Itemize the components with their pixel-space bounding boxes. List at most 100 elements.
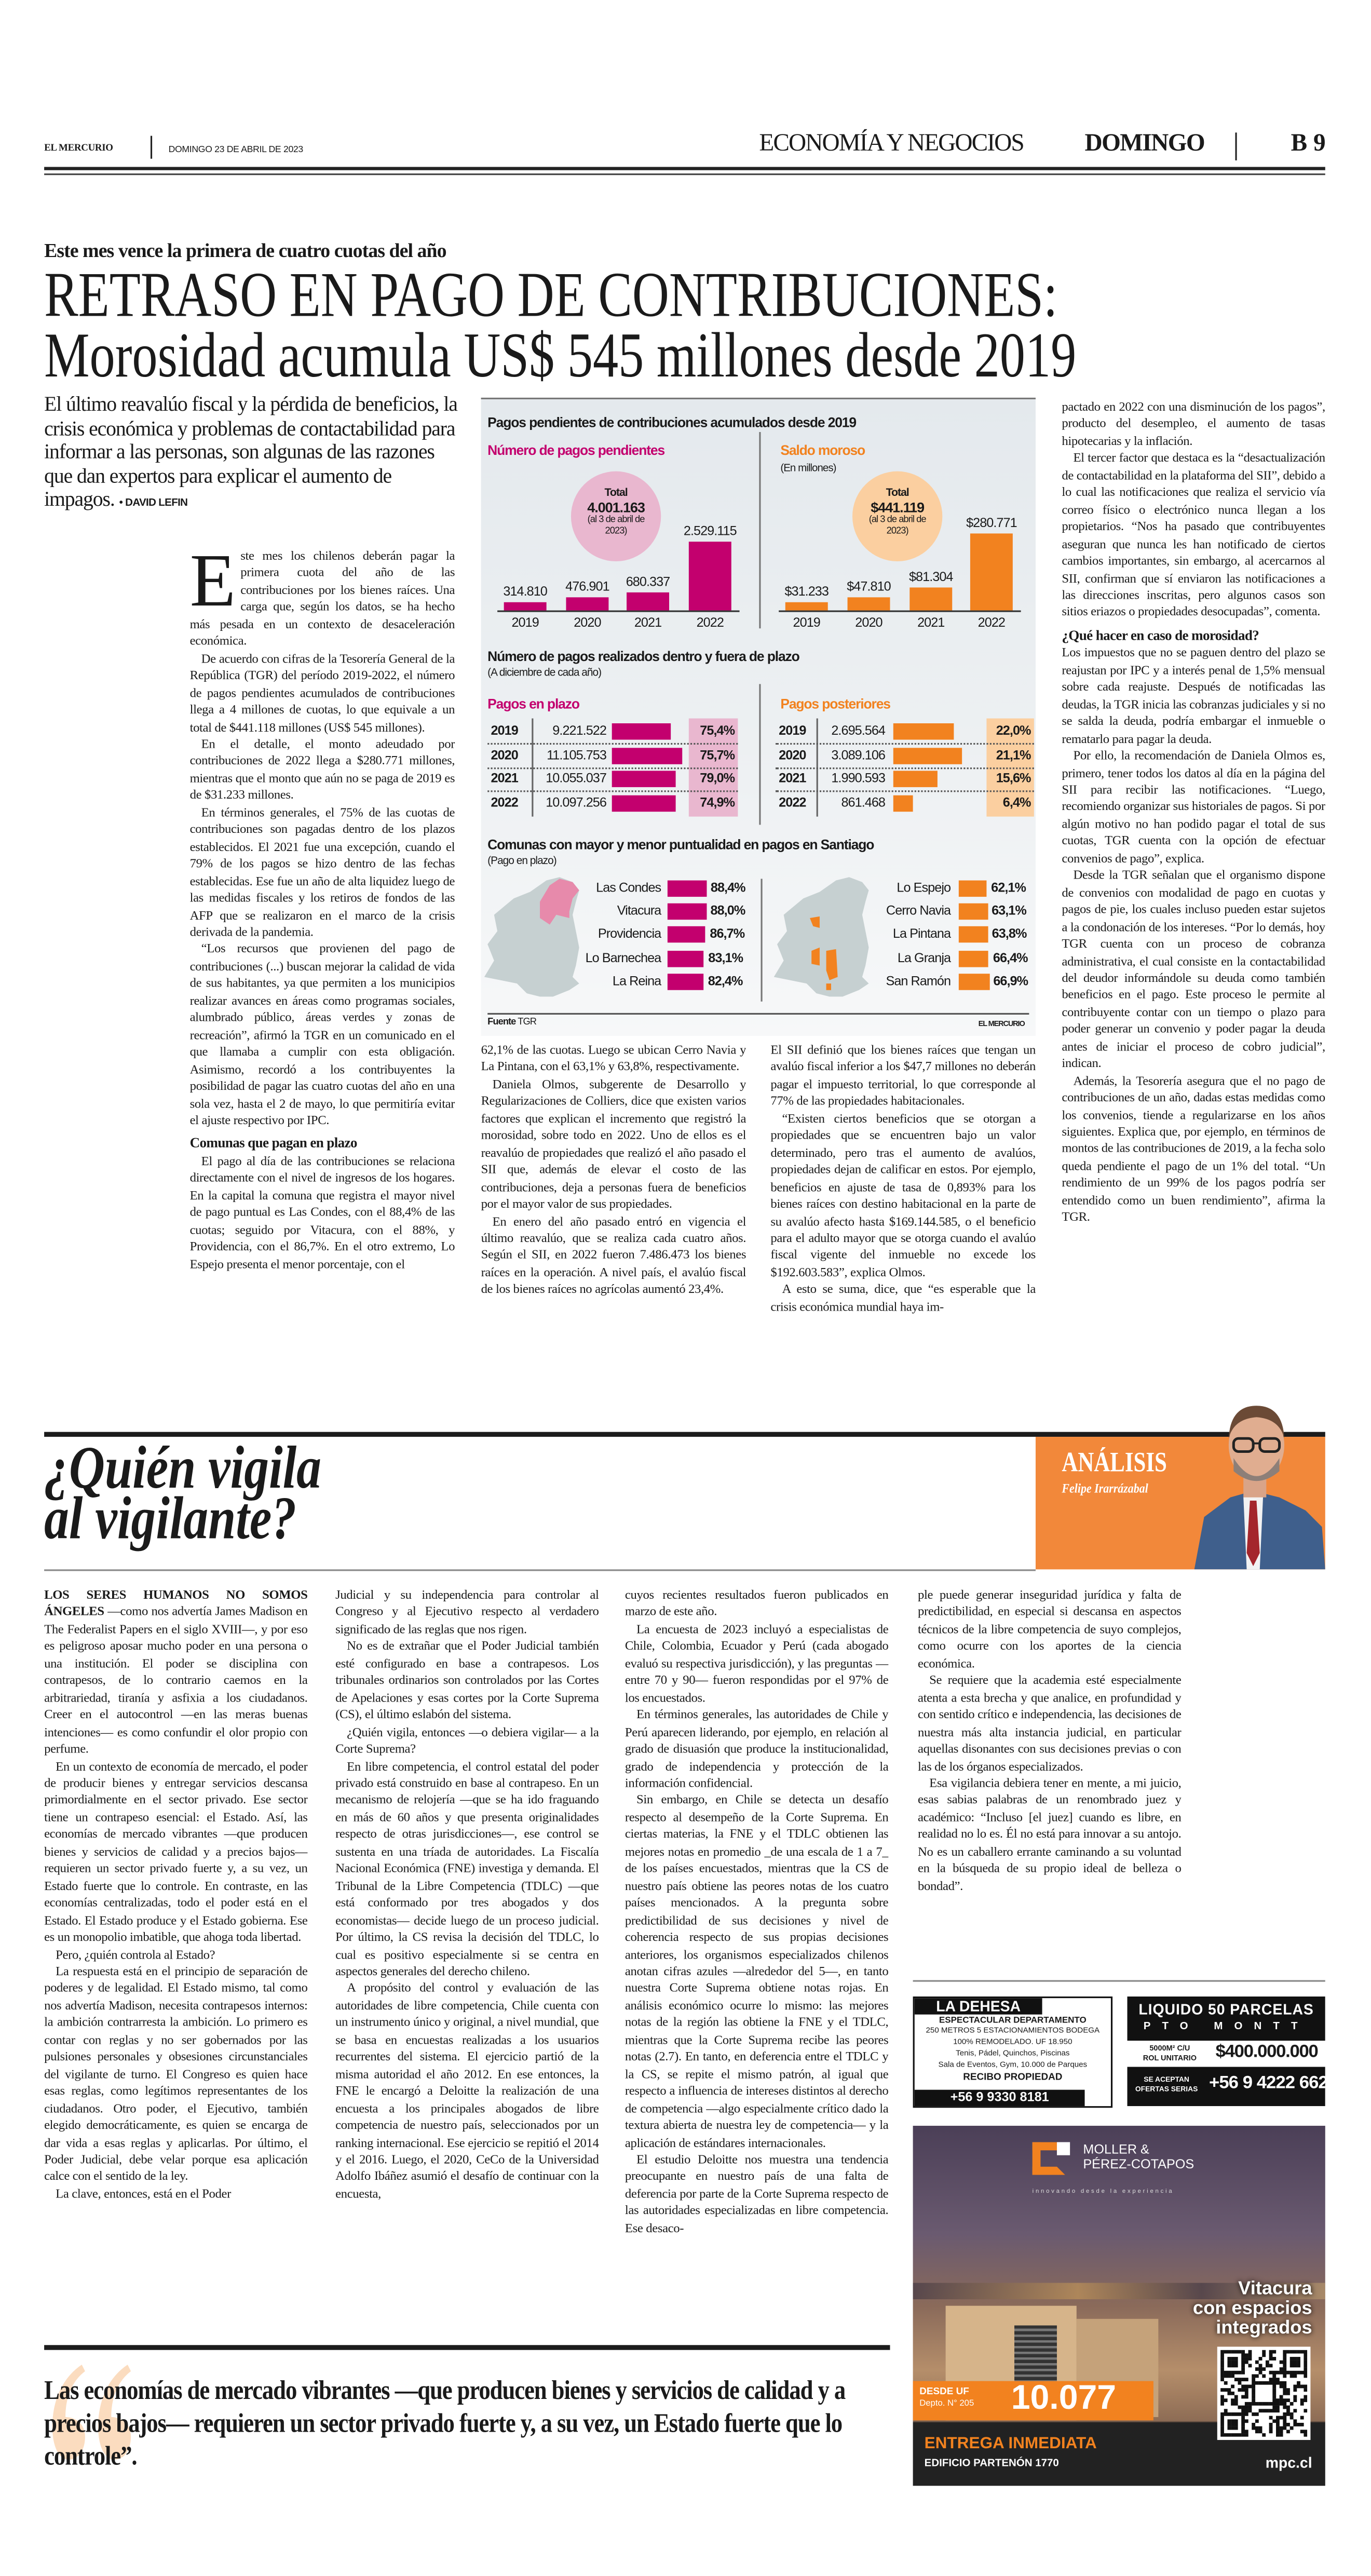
masthead: EL MERCURIO xyxy=(44,144,113,154)
paragraph: En un contexto de economía de mercado, e… xyxy=(44,1758,308,1945)
paragraph: Además, la Tesorería asegura que el no p… xyxy=(1062,1073,1325,1225)
quote-rule xyxy=(44,2345,890,2350)
ad-line: RECIBO PROPIEDAD xyxy=(963,2073,1063,2083)
header-rule xyxy=(44,167,1325,170)
ad-moller-perez-cotapos[interactable]: MOLLER & PÉREZ-COTAPOS innovando desde l… xyxy=(913,2125,1325,2486)
byline: • DAVID LEFIN xyxy=(119,497,188,509)
paragraph: ¿Quién vigila, entonces —o debiera vigil… xyxy=(335,1724,599,1756)
ad-line: Sala de Eventos, Gym, 10.000 de Parques xyxy=(938,2062,1088,2070)
subheading: Comunas que pagan en plazo xyxy=(189,1135,358,1151)
infographic xyxy=(481,397,1036,1036)
paragraph: Desde la TGR señalan que el organismo di… xyxy=(1062,868,1325,1071)
header-bottom-rule xyxy=(44,1568,1036,1570)
ad-title: LA DEHESA xyxy=(914,1998,1042,2015)
author-name: Felipe Irarrázabal xyxy=(1062,1481,1163,1495)
qr-code[interactable] xyxy=(1217,2346,1311,2440)
paragraph: cuyos recientes resultados fueron public… xyxy=(625,1587,889,1620)
divider xyxy=(150,136,152,159)
ad-line: 250 METROS 5 ESTACIONAMIENTOS BODEGA xyxy=(926,2027,1100,2036)
author-photo xyxy=(1194,1406,1325,1570)
ad-unit: Depto. N° 205 xyxy=(919,2399,974,2409)
ad-phone: +56 9 9330 8181 xyxy=(914,2089,1085,2107)
paragraph: En términos generales, las autoridades d… xyxy=(625,1707,889,1790)
paragraph: Judicial y su independencia para control… xyxy=(335,1587,599,1637)
headline-line-1: ¿Quién vigila xyxy=(44,1435,321,1503)
mpc-logo-icon xyxy=(1032,2142,1065,2175)
headline-line-2: Morosidad acumula US$ 545 millones desde… xyxy=(44,320,1077,392)
paragraph: No es de extrañar que el Poder Judicial … xyxy=(335,1638,599,1722)
section-rule xyxy=(44,1432,1325,1437)
kicker: Este mes vence la primera de cuatro cuot… xyxy=(44,239,446,262)
opinion-column-2: Judicial y su independencia para control… xyxy=(335,1587,599,2324)
paragraph: Los impuestos que no se paguen dentro de… xyxy=(1062,645,1325,746)
ad-brand: MOLLER & xyxy=(1083,2142,1149,2157)
headline-line-2: al vigilante? xyxy=(44,1486,297,1553)
paragraph: En libre competencia, el control estatal… xyxy=(335,1758,599,1979)
paragraph: A esto se suma, dice, que “es esperable … xyxy=(770,1282,1036,1314)
ad-place: PTO MONTT xyxy=(1143,2021,1309,2033)
ad-title: LIQUIDO 50 PARCELAS xyxy=(1138,2001,1314,2018)
ad-rol: ROL UNITARIO xyxy=(1143,2053,1197,2061)
ad-claim: con espacios xyxy=(1192,2299,1312,2319)
opinion-headline: ¿Quién vigila al vigilante? xyxy=(44,1435,382,1553)
ads-rule xyxy=(913,1980,1325,1981)
ad-la-dehesa[interactable]: LA DEHESA ESPECTACULAR DEPARTAMENTO 250 … xyxy=(913,1996,1113,2108)
paragraph: El pago al día de las contribuciones se … xyxy=(189,1153,455,1271)
paragraph: Se requiere que la academia esté especia… xyxy=(918,1673,1182,1773)
paragraph: El estudio Deloitte nos muestra una tend… xyxy=(625,2152,889,2235)
deck: El último reavalúo fiscal y la pérdida d… xyxy=(44,393,461,516)
article-column-1: E ste mes los chilenos deberán pagar la … xyxy=(190,548,455,1357)
paragraph: El tercer factor que destaca es la “desa… xyxy=(1062,450,1325,619)
paragraph: De acuerdo con cifras de la Tesorería Ge… xyxy=(189,651,455,734)
headline-line-1: RETRASO EN PAGO DE CONTRIBUCIONES: xyxy=(44,260,1058,331)
day-name: DOMINGO xyxy=(1084,131,1205,157)
opinion-column-3: cuyos recientes resultados fueron public… xyxy=(625,1587,888,2324)
ad-url-link[interactable]: mpc.cl xyxy=(1265,2454,1312,2471)
opinion-column-4: ple puede generar inseguridad jurídica y… xyxy=(918,1587,1181,1947)
ad-claim: Vitacura xyxy=(1238,2280,1312,2299)
section-name: ECONOMÍA Y NEGOCIOS xyxy=(759,131,1024,157)
ad-offers: SE ACEPTAN xyxy=(1144,2075,1189,2083)
drop-cap: E xyxy=(189,548,236,622)
ad-tagline: innovando desde la experiencia xyxy=(1032,2188,1174,2195)
page-date: DOMINGO 23 DE ABRIL DE 2023 xyxy=(168,144,304,155)
paragraph: En enero del año pasado entró en vigenci… xyxy=(481,1213,746,1297)
ad-claim: integrados xyxy=(1216,2318,1312,2339)
paragraph: Daniela Olmos, subgerente de Desarrollo … xyxy=(481,1076,746,1211)
paragraph: El SII definió que los bienes raíces que… xyxy=(770,1042,1036,1109)
paragraph: La encuesta de 2023 incluyó a especialis… xyxy=(625,1621,889,1705)
ad-line: 100% REMODELADO. UF 18.950 xyxy=(953,2039,1073,2047)
author-name-text: Felipe Irarrázabal xyxy=(1062,1481,1148,1496)
headline: RETRASO EN PAGO DE CONTRIBUCIONES: xyxy=(44,260,1311,331)
deck-text: El último reavalúo fiscal y la pérdida d… xyxy=(44,393,458,511)
paragraph: Pero, ¿quién controla al Estado? xyxy=(56,1946,215,1962)
lead-caps: LOS SERES HUMANOS NO SOMOS ÁNGELES xyxy=(44,1587,308,1620)
ad-from: DESDE UF xyxy=(919,2388,969,2398)
article-column-4: pactado en 2022 con una disminución de l… xyxy=(1062,399,1325,1358)
paragraph: “Los recursos que provienen del pago de … xyxy=(189,941,455,1128)
ad-building: EDIFICIO PARTENÓN 1770 xyxy=(924,2458,1059,2470)
paragraph: Esa vigilancia debiera tener en mente, a… xyxy=(918,1775,1182,1893)
paragraph: La clave, entonces, está en el Poder xyxy=(56,2186,231,2201)
subheading: ¿Qué hacer en caso de morosidad? xyxy=(1062,626,1259,643)
pull-quote: Las economías de mercado vibrantes —que … xyxy=(44,2374,846,2471)
ad-size: 5000M² C/U xyxy=(1149,2044,1190,2053)
ad-line: Tenis, Pádel, Quinchos, Piscinas xyxy=(956,2050,1070,2059)
paragraph: pactado en 2022 con una disminución de l… xyxy=(1062,399,1325,449)
paragraph: A propósito del control y evaluación de … xyxy=(335,1980,599,2201)
paragraph: ste mes los chilenos deberán pagar la pr… xyxy=(189,548,455,649)
qr-pattern xyxy=(1220,2350,1308,2437)
opinion-column-1: LOS SERES HUMANOS NO SOMOS ÁNGELES —como… xyxy=(44,1587,307,2324)
header-rule-thin xyxy=(44,172,1325,174)
ad-delivery: ENTREGA INMEDIATA xyxy=(924,2435,1097,2453)
paragraph: —como nos advertía James Madison en The … xyxy=(44,1604,308,1756)
paragraph: 62,1% de las cuotas. Luego se ubican Cer… xyxy=(481,1042,746,1074)
paragraph: “Existen ciertos beneficios que se otorg… xyxy=(770,1111,1036,1280)
paragraph: Sin embargo, en Chile se detecta un desa… xyxy=(625,1792,889,2150)
paragraph: ple puede generar inseguridad jurídica y… xyxy=(918,1587,1182,1671)
ad-brand: PÉREZ-COTAPOS xyxy=(1083,2156,1194,2171)
ad-parcelas[interactable]: LIQUIDO 50 PARCELAS PTO MONTT 5000M² C/U… xyxy=(1127,1996,1325,2107)
paragraph: En términos generales, el 75% de las cuo… xyxy=(189,804,455,939)
paragraph: Por ello, la recomendación de Daniela Ol… xyxy=(1062,748,1325,866)
